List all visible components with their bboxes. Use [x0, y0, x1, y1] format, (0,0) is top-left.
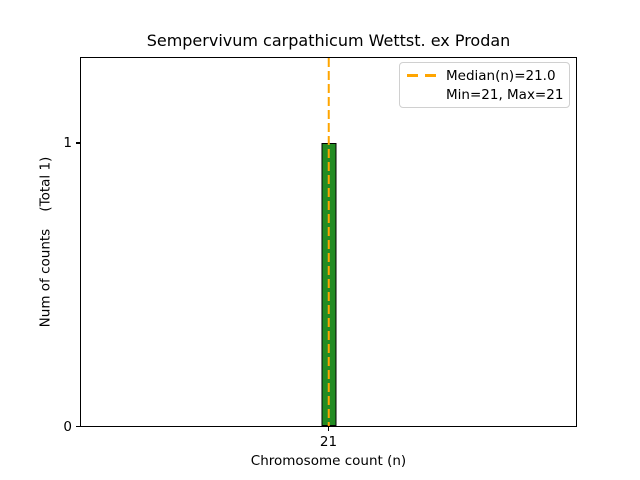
legend-label-minmax: Min=21, Max=21 [446, 86, 564, 103]
plot-area [80, 57, 577, 427]
ytick-mark-1 [76, 142, 80, 144]
y-axis-label: Num of counts (Total 1) [37, 156, 54, 328]
legend-row-minmax: Min=21, Max=21 [407, 85, 564, 104]
y-axis-label-container: Num of counts (Total 1) [35, 57, 55, 427]
xtick-mark-21 [327, 427, 330, 431]
legend-dash-sample [407, 74, 437, 77]
legend-empty-sample [407, 93, 437, 96]
ytick-label-0: 0 [63, 419, 72, 435]
median-line [327, 58, 330, 426]
x-axis-label: Chromosome count (n) [250, 453, 407, 469]
legend-label-median: Median(n)=21.0 [446, 67, 556, 84]
legend: Median(n)=21.0 Min=21, Max=21 [399, 62, 570, 108]
chart-title: Sempervivum carpathicum Wettst. ex Proda… [146, 31, 511, 50]
ytick-label-1: 1 [63, 135, 72, 151]
legend-row-median: Median(n)=21.0 [407, 66, 561, 85]
ytick-mark-0 [76, 426, 80, 428]
xtick-label-21: 21 [319, 434, 338, 450]
